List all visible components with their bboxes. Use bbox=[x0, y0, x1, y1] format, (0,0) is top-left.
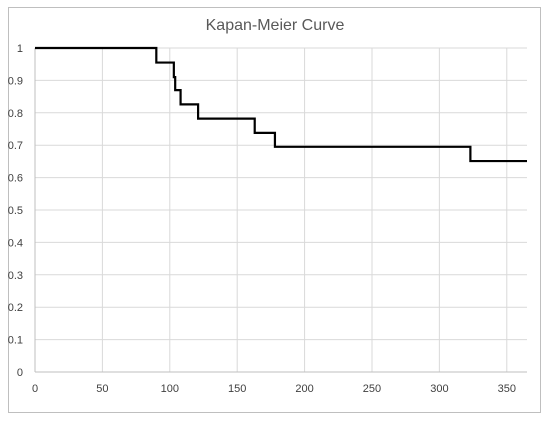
tick-labels: 0 0.1 0.2 0.3 0.4 0.5 0.6 0.7 0.8 0.9 1 0 50 100 150 20… bbox=[8, 43, 516, 395]
axes bbox=[34, 48, 527, 373]
y-tick-label: 0.8 bbox=[8, 108, 23, 120]
x-tick-label: 250 bbox=[363, 383, 381, 395]
y-tick-label: 0.4 bbox=[8, 237, 23, 249]
survival-step-line bbox=[35, 46, 527, 163]
y-tick-label: 0.1 bbox=[8, 335, 23, 347]
chart-title: Kapan-Meier Curve bbox=[206, 17, 345, 34]
x-tick-label: 300 bbox=[430, 383, 448, 395]
y-tick-label: 0.2 bbox=[8, 302, 23, 314]
y-tick-label: 0.5 bbox=[8, 205, 23, 217]
y-tick-label: 1 bbox=[17, 43, 23, 55]
y-tick-label: 0.3 bbox=[8, 270, 23, 282]
y-tick-label: 0.6 bbox=[8, 173, 23, 185]
series-layer bbox=[35, 46, 527, 163]
gridlines bbox=[35, 47, 527, 372]
y-tick-label: 0.9 bbox=[8, 75, 23, 87]
x-tick-label: 0 bbox=[32, 383, 38, 395]
y-tick-label: 0.7 bbox=[8, 140, 23, 152]
x-tick-label: 100 bbox=[161, 383, 179, 395]
x-tick-label: 150 bbox=[228, 383, 246, 395]
x-tick-label: 350 bbox=[498, 383, 516, 395]
x-tick-label: 200 bbox=[295, 383, 313, 395]
x-tick-label: 50 bbox=[96, 383, 108, 395]
y-tick-label: 0 bbox=[17, 367, 23, 379]
